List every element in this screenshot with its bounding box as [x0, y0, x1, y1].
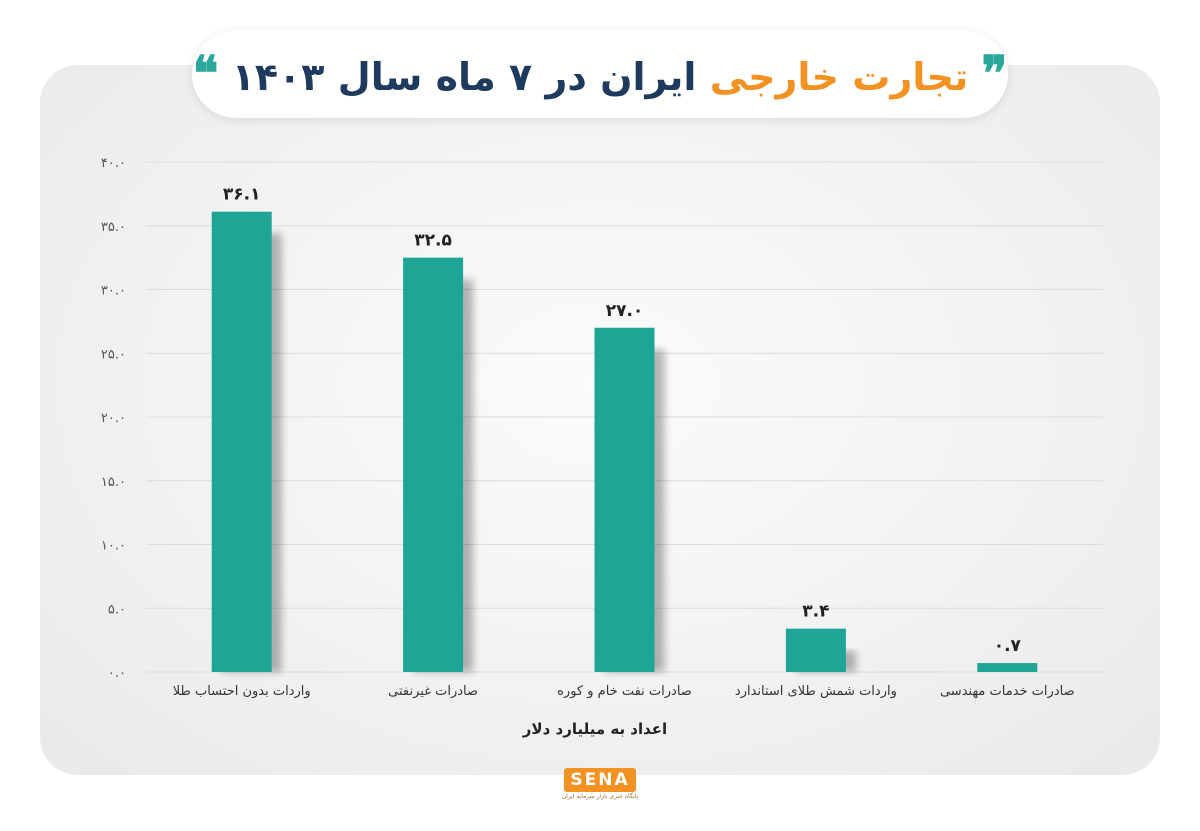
x-tick-label: صادرات خدمات مهندسی — [940, 684, 1075, 699]
title-highlight: تجارت خارجی — [709, 55, 969, 99]
chart-title: ❞ تجارت خارجی ایران در ۷ ماه سال ۱۴۰۳ ❝ — [193, 46, 1008, 102]
x-axis-label: اعداد به میلیارد دلار — [522, 720, 667, 738]
bar — [594, 327, 655, 672]
bar-value-label: ۳۶.۱ — [223, 185, 261, 205]
y-tick-label: ۳۵.۰ — [101, 220, 126, 235]
x-tick-label: واردات شمش طلای استاندارد — [735, 684, 897, 699]
bar-value-label: ۳۲.۵ — [414, 231, 452, 251]
y-tick-label: ۰.۰ — [108, 666, 126, 681]
x-tick-label: صادرات غیرنفتی — [388, 684, 478, 699]
bar-value-label: ۳.۴ — [802, 602, 829, 622]
y-tick-label: ۴۰.۰ — [101, 156, 126, 171]
logo-word: SENA — [564, 768, 636, 792]
bar-value-label: ۲۷.۰ — [606, 301, 644, 321]
bar — [211, 211, 272, 672]
title-banner: ❞ تجارت خارجی ایران در ۷ ماه سال ۱۴۰۳ ❝ — [192, 30, 1008, 118]
quote-open-icon: ❞ — [981, 46, 1008, 102]
y-tick-label: ۵.۰ — [108, 602, 126, 617]
y-tick-label: ۲۰.۰ — [101, 411, 126, 426]
y-tick-label: ۱۵.۰ — [101, 475, 126, 490]
x-axis: واردات بدون احتساب طلا صادرات غیرنفتی صادر… — [173, 684, 1075, 699]
x-tick-label: صادرات نفت خام و کوره — [557, 684, 692, 699]
bar — [403, 257, 464, 672]
y-tick-label: ۳۰.۰ — [101, 284, 126, 299]
bar — [977, 663, 1038, 672]
bars: ۳۶.۱ ۳۲.۵ ۲۷.۰ ۳.۴ ۰.۷ — [211, 185, 1038, 672]
logo-subtitle: پایگاه خبری بازار سرمایه ایران — [561, 793, 639, 800]
bar-value-label: ۰.۷ — [994, 636, 1022, 656]
title-rest: ایران در ۷ ماه سال ۱۴۰۳ — [231, 55, 697, 99]
bar — [785, 628, 846, 672]
y-tick-label: ۱۰.۰ — [101, 539, 126, 554]
y-tick-label: ۲۵.۰ — [101, 347, 126, 362]
y-axis: ۰.۰ ۵.۰ ۱۰.۰ ۱۵.۰ ۲۰.۰ ۲۵.۰ ۳۰.۰ ۳۵.۰ ۴۰.۰ — [101, 156, 126, 681]
quote-close-icon: ❝ — [192, 46, 219, 102]
sena-logo: SENA پایگاه خبری بازار سرمایه ایران — [555, 768, 645, 804]
x-tick-label: واردات بدون احتساب طلا — [173, 684, 311, 699]
